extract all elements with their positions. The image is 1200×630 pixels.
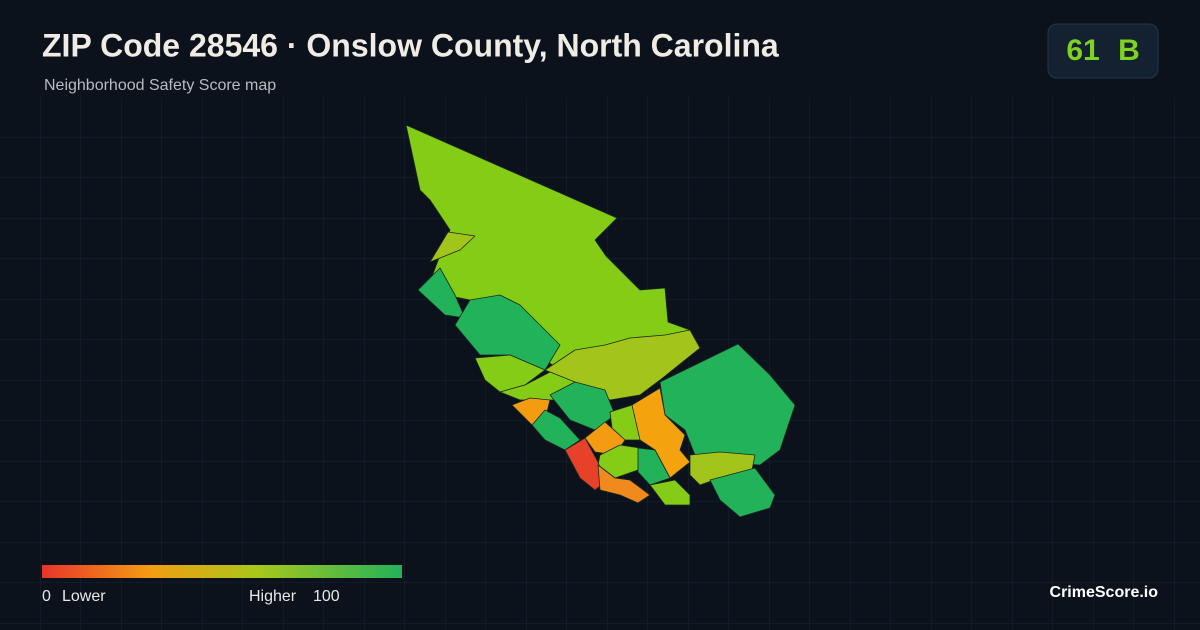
legend-scale <box>42 565 402 578</box>
region <box>429 231 476 263</box>
legend-max: 100 <box>313 588 340 605</box>
map <box>405 124 796 518</box>
region <box>659 343 796 466</box>
region <box>709 467 776 518</box>
legend-min: 0 <box>42 588 51 605</box>
brand: CrimeScore.io <box>1050 584 1159 601</box>
region <box>417 267 466 319</box>
region <box>531 409 581 451</box>
legend-max-label: Higher <box>249 588 297 605</box>
score-value: 61 <box>1066 34 1099 67</box>
legend-min-label: Lower <box>62 588 106 605</box>
region <box>454 294 561 371</box>
region <box>597 464 651 504</box>
badge-box <box>1047 23 1159 79</box>
score-grade: B <box>1118 34 1140 67</box>
title: ZIP Code 28546 · Onslow County, North Ca… <box>42 27 779 63</box>
subtitle: Neighborhood Safety Score map <box>44 77 276 94</box>
region <box>649 479 691 506</box>
region <box>609 404 641 441</box>
region <box>637 447 671 486</box>
score-badge: 61 B <box>1047 23 1159 79</box>
